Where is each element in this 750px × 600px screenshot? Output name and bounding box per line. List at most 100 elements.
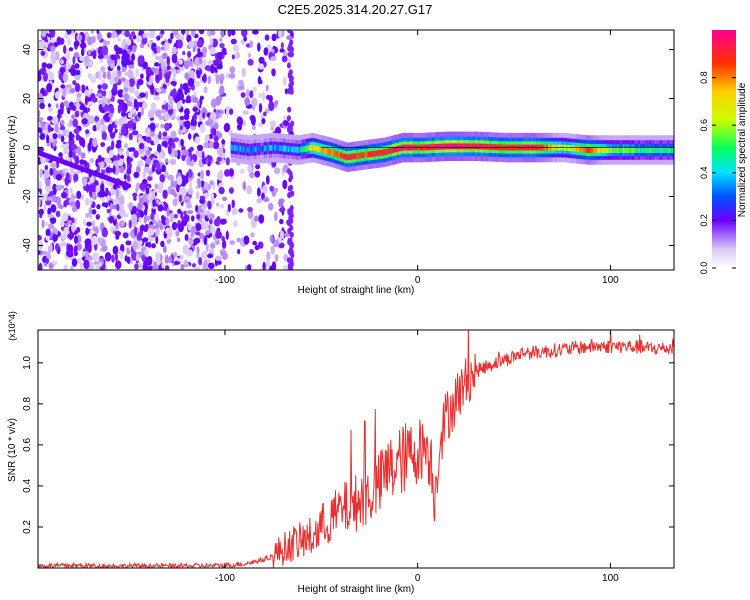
x-tick-label: 100 (602, 275, 619, 286)
spectrogram-cell (329, 149, 332, 156)
spectrogram-cell (647, 147, 650, 153)
spectrogram-cell (289, 231, 294, 238)
spectrogram-cell (50, 45, 56, 52)
spectrogram-cell (189, 69, 194, 76)
spectrogram-cell (208, 262, 215, 269)
spectrogram-cell (52, 234, 58, 242)
spectrogram-cell (67, 233, 74, 239)
spectrogram-cell (68, 131, 73, 142)
spectrogram-cell (200, 205, 207, 210)
spectrogram-cell (615, 147, 618, 153)
spectrogram-cell (200, 95, 204, 100)
spectrogram-cell (331, 149, 334, 156)
spectrogram-cell (278, 30, 282, 38)
spectrogram-cell (197, 48, 201, 53)
spectrogram-cell (126, 256, 131, 264)
spectrogram-cell (96, 121, 101, 131)
spectrogram-cell (603, 147, 606, 153)
spectrogram-cell (219, 85, 225, 95)
spectrogram-cell (231, 199, 235, 209)
spectrogram-cell (143, 263, 148, 270)
spectrogram-cell (139, 142, 145, 150)
spectrogram-cell (170, 130, 177, 139)
spectrogram-cell (82, 218, 87, 227)
spectrogram-cell (91, 190, 97, 201)
spectrogram-cell (158, 131, 162, 140)
spectrogram-cell (240, 92, 246, 98)
spectrogram-cell (289, 257, 294, 264)
spectrogram-cell (99, 161, 105, 169)
spectrogram-cell (259, 79, 263, 84)
spectrogram-cell (68, 149, 73, 158)
spectrogram-cell (41, 62, 47, 69)
spectrogram-cell (80, 152, 86, 159)
spectrogram-cell (160, 109, 167, 114)
spectrogram-cell (60, 119, 65, 126)
spectrogram-cell (586, 147, 589, 153)
spectrogram-cell (215, 231, 222, 239)
spectrogram-cell (123, 173, 127, 180)
spectrogram-cell (161, 104, 168, 110)
spectrogram-cell (160, 123, 166, 129)
spectrogram-cell (659, 147, 662, 153)
spectrogram-cell (39, 102, 45, 109)
spectrogram-cell (55, 210, 61, 218)
spectrogram-cell (227, 30, 232, 37)
spectrogram-cell (140, 107, 144, 116)
spectrogram-cell (38, 250, 41, 255)
spectrogram-cell (123, 93, 130, 102)
spectrogram-cell (274, 144, 277, 151)
spectrogram-cell (104, 252, 112, 262)
spectrogram-cell (49, 168, 54, 176)
spectrogram-cell (392, 147, 395, 154)
spectrogram-cell (164, 254, 169, 264)
spectrogram-cell (114, 155, 121, 161)
spectrogram-cell (258, 92, 262, 99)
spectrogram-cell (207, 210, 211, 219)
spectrogram-cell (221, 139, 226, 145)
spectrogram-cell (115, 30, 122, 35)
spectrogram-cell (341, 152, 344, 159)
spectrogram-cell (196, 213, 201, 220)
spectrogram-cell (210, 242, 216, 249)
spectrogram-cell (117, 37, 121, 42)
snr-x-label: Height of straight line (km) (298, 584, 415, 595)
spectrogram-cell (38, 197, 41, 207)
spectrogram-cell (196, 252, 200, 259)
spectrogram-cell (246, 146, 249, 153)
spectrogram-cell (137, 111, 142, 118)
spectrogram-cell (150, 102, 157, 112)
spectrogram-cell (47, 106, 53, 113)
spectrogram-cell (180, 211, 184, 220)
spectrogram-cell (464, 143, 468, 150)
spectrogram-cell (241, 146, 244, 152)
spectrogram-cell (189, 180, 193, 191)
spectrogram-cell (633, 147, 636, 153)
spectrogram-cell (187, 222, 192, 231)
spectrogram-cell (274, 100, 279, 105)
spectrogram-cell (333, 150, 336, 157)
spectrogram-cell (130, 31, 136, 37)
spectrogram-cell (463, 143, 466, 150)
spectrogram-cell (101, 228, 108, 238)
spectrogram-cell (127, 112, 133, 119)
spectrogram-cell (89, 158, 95, 164)
spectrogram-cell (63, 100, 69, 107)
spectrogram-cell (192, 46, 196, 53)
spectrogram-cell (286, 62, 291, 69)
spectrogram-cell (669, 147, 672, 153)
spectrogram-cell (255, 164, 261, 170)
spectrogram-cell (287, 72, 292, 79)
spectrogram-cell (147, 265, 153, 270)
spectrogram-cell (112, 83, 118, 93)
spectrogram-cell (86, 107, 91, 113)
spectrogram-cell (126, 120, 134, 129)
spectrogram-cell (264, 34, 270, 41)
spectrogram-cell (69, 88, 75, 94)
spectrogram-cell (69, 187, 73, 194)
spectrogram-cell (655, 147, 658, 153)
spectrogram-cell (269, 185, 274, 192)
spectrogram-cell (289, 266, 294, 270)
spectrogram-cell (284, 145, 287, 152)
spectrogram-cell (376, 150, 379, 157)
